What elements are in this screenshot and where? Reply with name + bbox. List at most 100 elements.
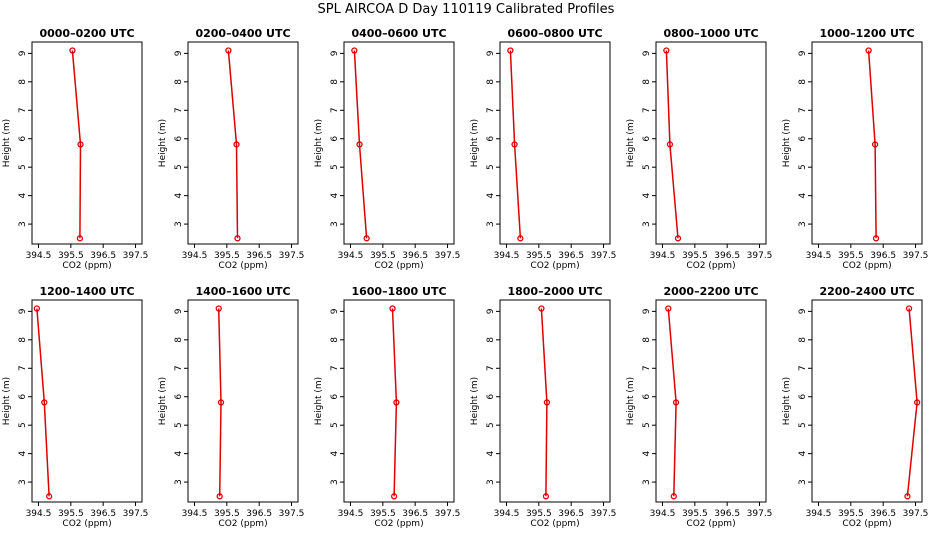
y-tick-label: 5 bbox=[174, 164, 184, 170]
plot-frame bbox=[499, 41, 611, 245]
y-axis-label: Height (m) bbox=[782, 119, 792, 167]
y-tick-label: 9 bbox=[174, 308, 184, 314]
data-point bbox=[672, 399, 680, 406]
x-axis-label: CO2 (ppm) bbox=[842, 519, 891, 529]
y-tick-label: 4 bbox=[642, 193, 652, 199]
y-tick-label: 9 bbox=[798, 50, 808, 56]
profile-panel: 1400–1600 UTC 394.5 395.5 396.5 397.5 3 4 5 6 7 8 9… bbox=[158, 285, 304, 529]
data-point bbox=[670, 493, 677, 500]
y-tick-label: 7 bbox=[642, 107, 652, 113]
y-tick-label: 8 bbox=[174, 79, 184, 85]
plot-frame bbox=[187, 299, 299, 503]
x-axis-label: CO2 (ppm) bbox=[530, 261, 579, 271]
profile-line bbox=[217, 308, 222, 497]
plot-frame bbox=[31, 41, 143, 245]
y-tick-label: 3 bbox=[642, 221, 652, 227]
x-tick-label: 396.5 bbox=[90, 509, 116, 519]
x-tick-label: 395.5 bbox=[214, 251, 240, 261]
data-point bbox=[363, 235, 370, 242]
data-point bbox=[663, 47, 670, 54]
data-point bbox=[865, 47, 872, 54]
x-tick-label: 394.5 bbox=[26, 509, 52, 519]
y-axis-label: Height (m) bbox=[2, 119, 12, 167]
data-point bbox=[517, 235, 524, 242]
data-point bbox=[904, 493, 911, 500]
profile-panel: 2200–2400 UTC 394.5 395.5 396.5 397.5 3 4 5 6 7 8 9… bbox=[782, 285, 928, 529]
y-tick-label: 6 bbox=[330, 136, 340, 142]
data-point bbox=[41, 399, 48, 406]
x-axis-label: CO2 (ppm) bbox=[686, 519, 735, 529]
y-tick-label: 6 bbox=[174, 136, 184, 142]
x-axis-label: CO2 (ppm) bbox=[62, 519, 111, 529]
x-tick-label: 396.5 bbox=[870, 251, 896, 261]
y-tick-label: 5 bbox=[798, 422, 808, 428]
data-point bbox=[225, 47, 232, 54]
profile-line bbox=[391, 308, 398, 497]
y-tick-label: 4 bbox=[330, 193, 340, 199]
y-tick-label: 7 bbox=[18, 365, 28, 371]
y-tick-label: 9 bbox=[486, 308, 496, 314]
y-tick-label: 6 bbox=[798, 394, 808, 400]
x-axis-label: CO2 (ppm) bbox=[530, 519, 579, 529]
data-point bbox=[234, 235, 241, 242]
y-tick-label: 8 bbox=[798, 337, 808, 343]
data-point bbox=[76, 235, 84, 242]
panel-title: 0600–0800 UTC bbox=[507, 27, 602, 40]
y-tick-label: 5 bbox=[174, 422, 184, 428]
y-tick-label: 6 bbox=[486, 394, 496, 400]
y-tick-label: 7 bbox=[174, 365, 184, 371]
data-point bbox=[390, 493, 398, 500]
x-tick-label: 397.5 bbox=[123, 251, 149, 261]
data-point bbox=[233, 141, 240, 148]
y-tick-label: 8 bbox=[798, 79, 808, 85]
y-tick-label: 9 bbox=[486, 50, 496, 56]
plot-frame bbox=[655, 299, 767, 503]
y-tick-label: 5 bbox=[798, 164, 808, 170]
y-tick-label: 4 bbox=[486, 193, 496, 199]
x-tick-label: 397.5 bbox=[123, 509, 149, 519]
data-point bbox=[217, 399, 225, 406]
y-tick-label: 8 bbox=[330, 337, 340, 343]
y-tick-label: 5 bbox=[642, 164, 652, 170]
x-tick-label: 397.5 bbox=[435, 251, 461, 261]
profile-panel: 0400–0600 UTC 394.5 395.5 396.5 397.5 3 4 5 6 7 8 9… bbox=[314, 27, 460, 271]
y-axis-label: Height (m) bbox=[782, 377, 792, 425]
y-tick-label: 4 bbox=[798, 451, 808, 457]
y-tick-label: 4 bbox=[330, 451, 340, 457]
x-tick-label: 395.5 bbox=[526, 251, 552, 261]
panel-title: 1600–1800 UTC bbox=[351, 285, 446, 298]
y-axis-label: Height (m) bbox=[626, 119, 636, 167]
panel-title: 2200–2400 UTC bbox=[819, 285, 914, 298]
x-tick-label: 396.5 bbox=[402, 251, 428, 261]
y-tick-label: 7 bbox=[642, 365, 652, 371]
data-point bbox=[674, 235, 682, 242]
x-axis-label: CO2 (ppm) bbox=[218, 261, 267, 271]
plot-frame bbox=[499, 299, 611, 503]
y-tick-label: 3 bbox=[330, 479, 340, 485]
y-tick-label: 8 bbox=[18, 337, 28, 343]
y-axis-label: Height (m) bbox=[314, 119, 324, 167]
x-tick-label: 397.5 bbox=[591, 509, 617, 519]
y-tick-label: 6 bbox=[18, 394, 28, 400]
y-tick-label: 3 bbox=[798, 479, 808, 485]
profile-line bbox=[36, 308, 50, 497]
profile-line bbox=[667, 308, 677, 497]
data-point bbox=[871, 141, 879, 148]
y-tick-label: 6 bbox=[798, 136, 808, 142]
x-tick-label: 395.5 bbox=[838, 251, 864, 261]
y-tick-label: 4 bbox=[486, 451, 496, 457]
data-point bbox=[666, 141, 674, 148]
x-tick-label: 394.5 bbox=[26, 251, 52, 261]
data-point bbox=[507, 47, 514, 54]
x-axis-label: CO2 (ppm) bbox=[374, 261, 423, 271]
y-axis-label: Height (m) bbox=[158, 377, 168, 425]
plot-frame bbox=[343, 41, 455, 245]
x-tick-label: 397.5 bbox=[903, 509, 929, 519]
x-axis-label: CO2 (ppm) bbox=[62, 261, 111, 271]
y-tick-label: 8 bbox=[486, 337, 496, 343]
x-tick-label: 394.5 bbox=[182, 509, 208, 519]
profile-line bbox=[665, 50, 679, 239]
panel-title: 1400–1600 UTC bbox=[195, 285, 290, 298]
y-tick-label: 8 bbox=[486, 79, 496, 85]
y-tick-label: 9 bbox=[642, 50, 652, 56]
